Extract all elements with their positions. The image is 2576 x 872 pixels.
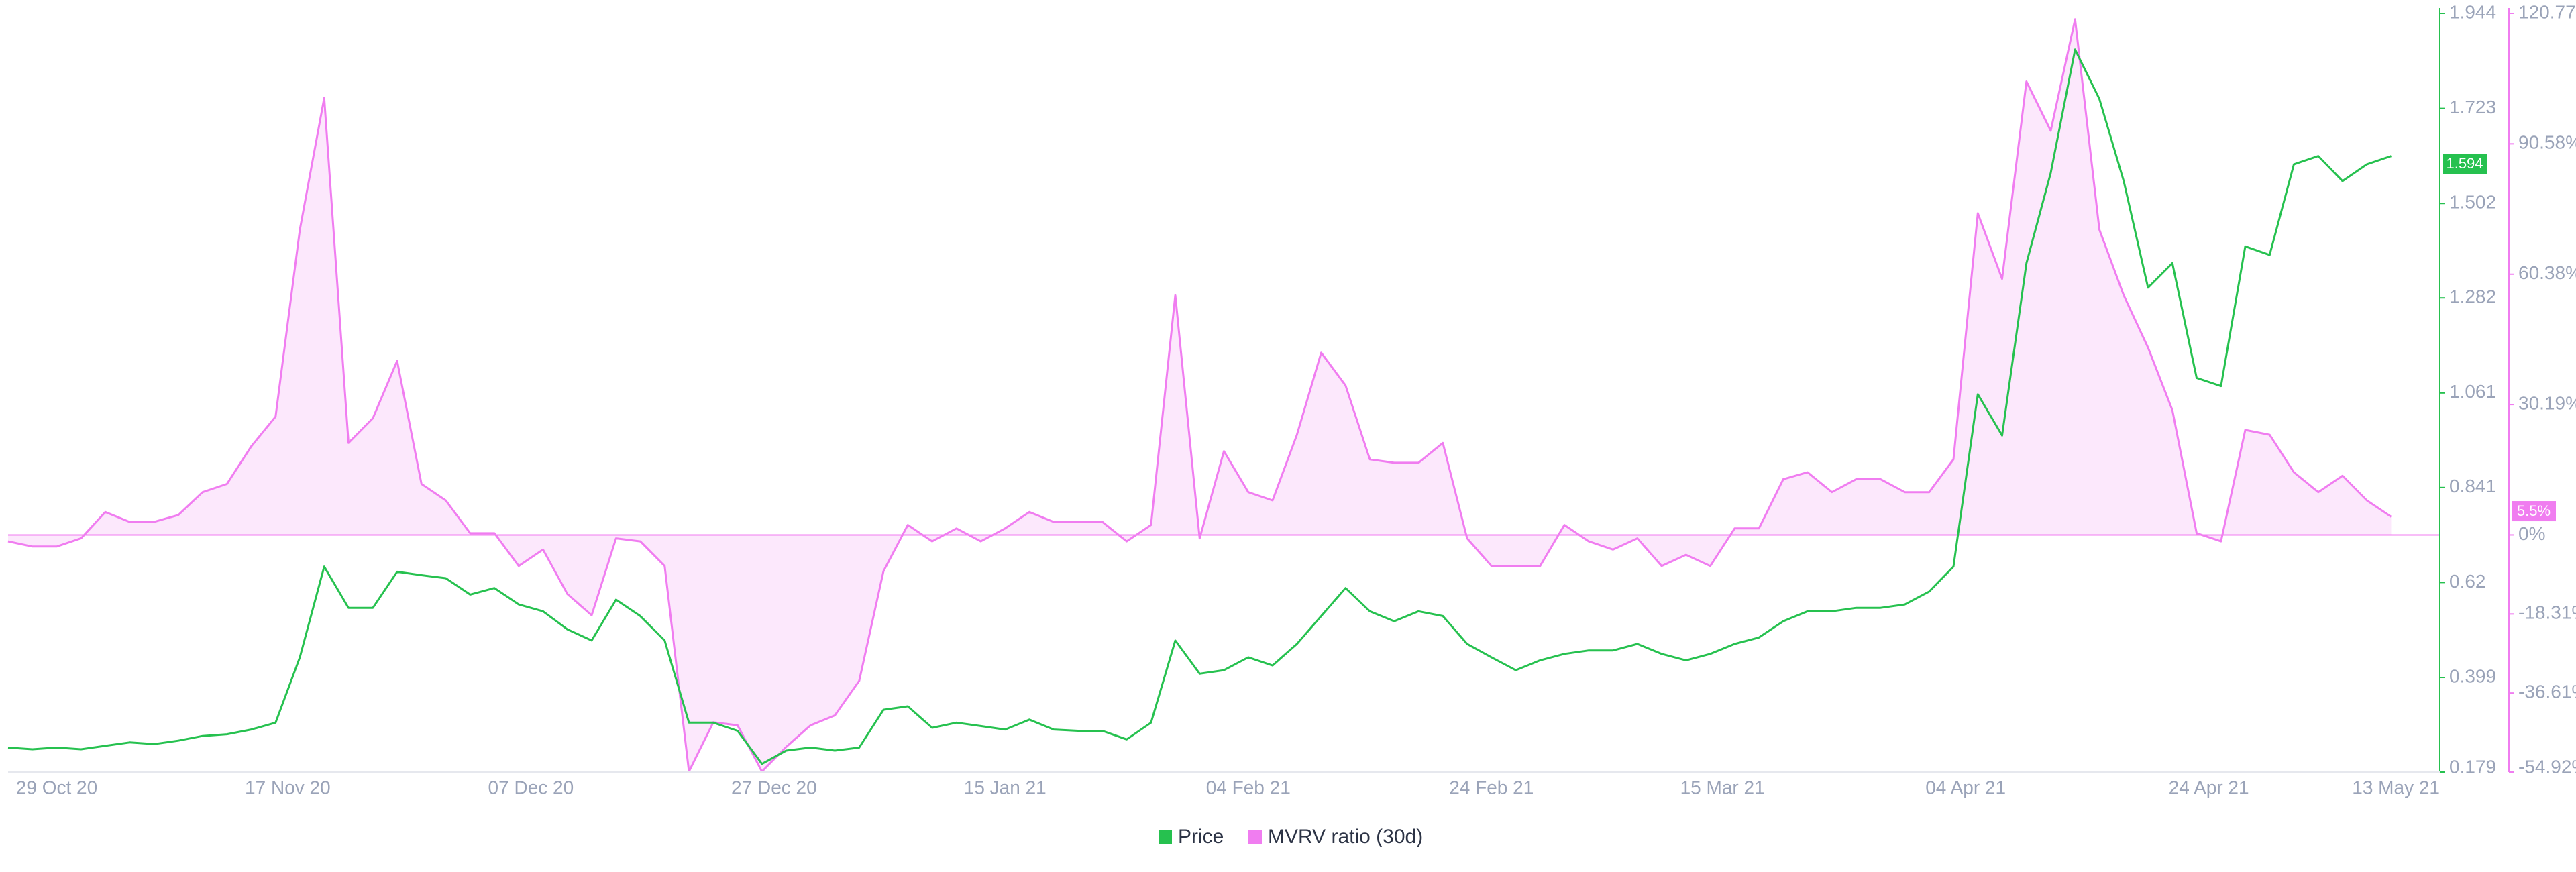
- y2-tick-label: 60.38%: [2518, 262, 2576, 283]
- x-tick-label: 24 Feb 21: [1449, 777, 1534, 798]
- y-tick-label: 0.399: [2449, 665, 2496, 686]
- y2-tick-label: 120.77%: [2518, 1, 2576, 22]
- x-tick-label: 15 Jan 21: [964, 777, 1046, 798]
- main-layer: 0.179 0.399 0.62 0.841 1.061 1.282 1.502 1.723 1…: [7, 1, 2576, 848]
- x-tick-label: 07 Dec 20: [488, 777, 574, 798]
- y-tick-label: 1.282: [2449, 286, 2496, 307]
- x-tick-label: 27 Dec 20: [731, 777, 817, 798]
- y2-tick-label: 90.58%: [2518, 132, 2576, 153]
- x-tick-label: 29 Oct 20: [16, 777, 97, 798]
- x-tick-label: 04 Apr 21: [1925, 777, 2006, 798]
- mvrv-line: [7, 18, 2392, 773]
- y-tick-label: 1.502: [2449, 192, 2496, 213]
- current-value-badge: [2443, 154, 2487, 174]
- y-tick-label: 1.944: [2449, 1, 2496, 22]
- legend-label: MVRV ratio (30d): [1268, 826, 1423, 848]
- y-tick-label: 0.841: [2449, 476, 2496, 496]
- mvrv-area: [8, 19, 2392, 772]
- current-value-badge: [2512, 501, 2556, 522]
- legend-swatch: [1159, 830, 1172, 844]
- area-layer: [7, 18, 2440, 773]
- legend-swatch: [1248, 830, 1262, 844]
- y-tick-label: 0.179: [2449, 756, 2496, 777]
- y2-tick-label: -18.31%: [2518, 602, 2576, 623]
- y2-tick-label: -36.61%: [2518, 682, 2576, 702]
- y-tick-label: 1.061: [2449, 381, 2496, 402]
- legend-label: Price: [1178, 826, 1224, 848]
- y2-tick-label: 30.19%: [2518, 392, 2576, 413]
- x-tick-label: 15 Mar 21: [1680, 777, 1765, 798]
- y2-tick-label: 0%: [2518, 523, 2545, 544]
- x-tick-label: 17 Nov 20: [245, 777, 331, 798]
- y2-tick-label: -54.92%: [2518, 756, 2576, 777]
- x-tick-label: 04 Feb 21: [1206, 777, 1291, 798]
- y-tick-label: 1.723: [2449, 97, 2496, 117]
- x-tick-label: 13 May 21: [2352, 777, 2440, 798]
- price-line: [7, 48, 2392, 765]
- x-tick-label: 24 Apr 21: [2169, 777, 2249, 798]
- y-tick-label: 0.62: [2449, 571, 2486, 592]
- current-value-label: 5.5%: [2517, 502, 2551, 519]
- current-value-label: 1.594: [2446, 155, 2483, 172]
